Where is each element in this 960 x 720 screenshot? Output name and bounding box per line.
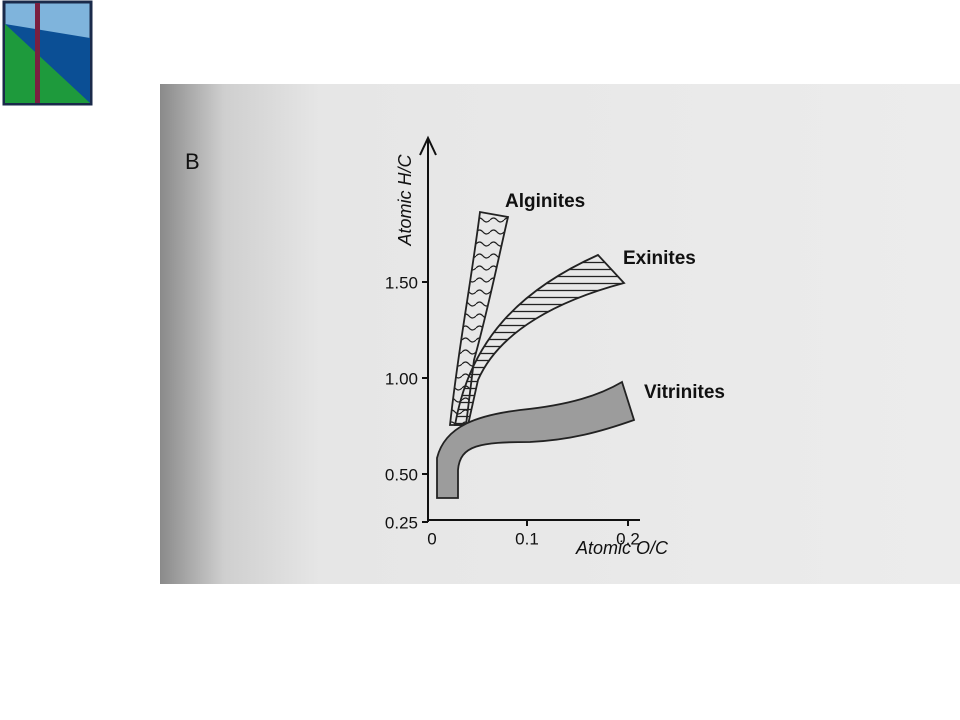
region-label: Alginites <box>505 191 585 212</box>
scanned-figure <box>160 84 960 584</box>
exinites-region <box>453 253 626 426</box>
logo <box>2 0 93 106</box>
y-ticks <box>422 281 428 523</box>
panel-label: B <box>185 149 200 174</box>
alginites-region <box>448 210 510 426</box>
x-tick-label: 0.1 <box>515 529 539 548</box>
regions <box>436 210 636 499</box>
x-tick-label: 0.2 <box>616 529 640 548</box>
axes <box>419 135 640 526</box>
x-ticks <box>526 520 629 526</box>
vitrinites-region <box>436 380 636 499</box>
y-tick-label: 0.25 <box>385 513 418 532</box>
y-tick-label: 1.00 <box>385 369 418 388</box>
region-label: Vitrinites <box>644 382 725 403</box>
y-tick-label: 1.50 <box>385 273 418 292</box>
x-tick-label: 0 <box>427 529 436 548</box>
y-tick-label: 0.50 <box>385 465 418 484</box>
region-label: Exinites <box>623 248 696 269</box>
x-axis-label: Atomic O/C <box>575 538 669 558</box>
y-axis <box>419 135 437 522</box>
y-axis-label: Atomic H/C <box>395 153 415 246</box>
